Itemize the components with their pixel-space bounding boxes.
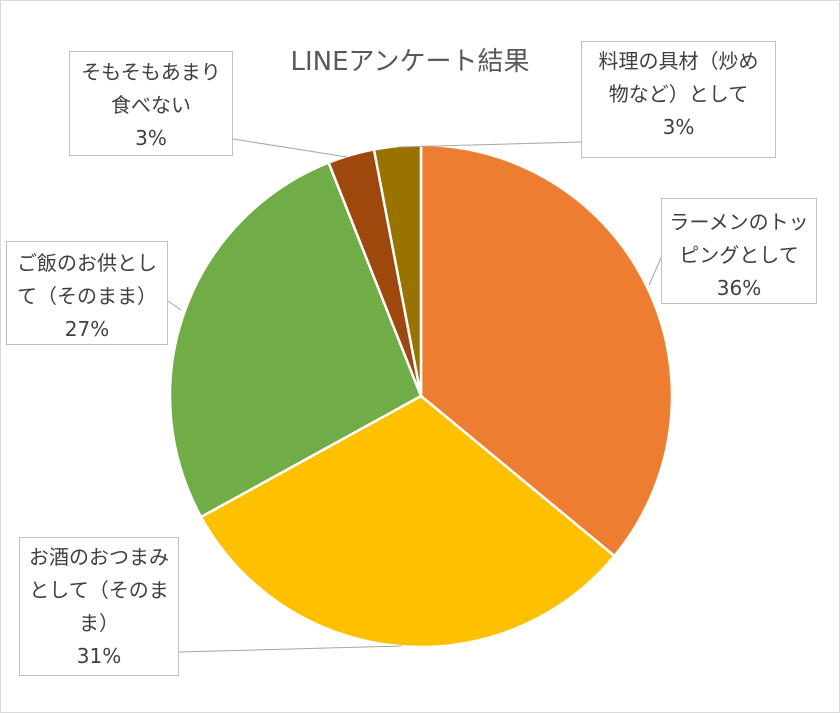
data-label-percent: 3% <box>135 126 167 150</box>
data-label-category: 料理の具材（炒め物など）として <box>598 49 759 106</box>
leader-line-sake <box>178 645 403 653</box>
data-label-category: ラーメンのトッピングとして <box>669 210 809 267</box>
data-label-rice-side: ご飯のお供として（そのまま） 27% <box>6 241 168 345</box>
data-label-percent: 36% <box>716 276 762 300</box>
data-label-rarely-eat: そもそもあまり食べない 3% <box>69 51 233 156</box>
pie-slices <box>168 143 674 649</box>
data-label-percent: 27% <box>64 317 110 341</box>
data-label-sake-snack: お酒のおつまみとして（そのまま） 31% <box>19 537 179 676</box>
data-label-category: そもそもあまり食べない <box>81 60 221 117</box>
data-label-percent: 31% <box>76 644 122 668</box>
pie-slice-5 <box>372 143 423 398</box>
data-label-ramen-topping: ラーメンのトッピングとして 36% <box>661 198 817 304</box>
data-label-percent: 3% <box>662 115 695 139</box>
pie-slice-1 <box>419 143 674 558</box>
data-label-category: ご飯のお供として（そのまま） <box>17 251 157 308</box>
chart-title: LINEアンケート結果 <box>290 47 530 77</box>
data-label-category: お酒のおつまみとして（そのまま） <box>29 545 169 635</box>
pie-slice-3 <box>168 161 423 519</box>
leader-line-cooking <box>397 141 582 148</box>
leader-line-rice <box>167 300 182 311</box>
data-label-cooking-ingredient: 料理の具材（炒め物など）として 3% <box>581 41 776 158</box>
leader-line-ramen <box>648 257 662 286</box>
leader-lines <box>167 138 662 653</box>
leader-line-rarely <box>232 138 348 158</box>
